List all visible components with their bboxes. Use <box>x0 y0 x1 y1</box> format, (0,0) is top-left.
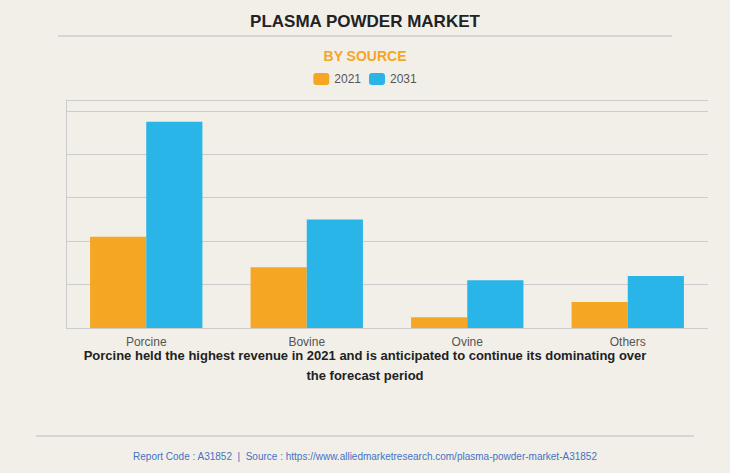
svg-text:Ovine: Ovine <box>451 335 483 349</box>
svg-text:Porcine: Porcine <box>125 335 167 349</box>
svg-text:2021: 2021 <box>334 72 361 86</box>
svg-text:Porcine held the highest reven: Porcine held the highest revenue in 2021… <box>84 348 647 363</box>
svg-text:Report Code : A31852 | Sourc: Report Code : A31852 | Source : https://… <box>133 451 597 462</box>
svg-text:the forecast period: the forecast period <box>306 368 423 383</box>
svg-text:Others: Others <box>609 335 646 349</box>
svg-text:Bovine: Bovine <box>288 335 326 349</box>
svg-text:PLASMA POWDER MARKET: PLASMA POWDER MARKET <box>250 12 480 31</box>
svg-text:BY SOURCE: BY SOURCE <box>324 48 407 64</box>
svg-text:2031: 2031 <box>390 72 417 86</box>
